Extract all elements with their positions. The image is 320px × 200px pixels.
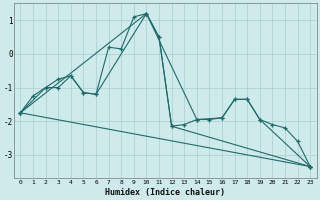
X-axis label: Humidex (Indice chaleur): Humidex (Indice chaleur) bbox=[105, 188, 225, 197]
